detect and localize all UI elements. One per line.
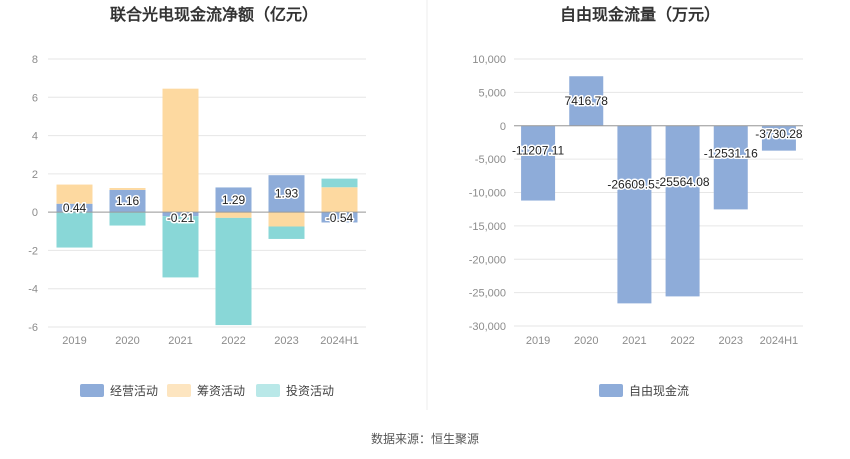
left-legend-label: 筹资活动 xyxy=(197,384,245,398)
left-bar-financing-2020 xyxy=(109,188,146,190)
right-data-label: -12531.16 xyxy=(704,146,758,160)
left-bar-operating-2019 xyxy=(56,203,93,213)
left-y-tick-label: 8 xyxy=(32,54,38,66)
left-legend-swatch xyxy=(256,384,280,397)
left-bar-operating-2021 xyxy=(162,212,199,217)
right-y-tick-label: -25,000 xyxy=(469,288,506,300)
left-legend-label: 投资活动 xyxy=(286,383,334,398)
left-bar-operating-2022 xyxy=(215,187,252,213)
left-bar-investing-2023 xyxy=(268,226,305,239)
right-chart: 自由现金流量（万元） -30,000 -25,000 -20,000 -15,000 -… xyxy=(469,5,805,398)
right-x-tick-label: 2024H1 xyxy=(760,335,799,347)
left-bar-financing-2024h1 xyxy=(321,187,358,213)
left-data-label: 1.29 xyxy=(222,193,246,207)
left-legend-swatch xyxy=(167,384,191,397)
right-chart-title: 自由现金流量（万元） xyxy=(560,5,720,24)
left-y-tick-label: 6 xyxy=(32,92,38,104)
left-bar-investing-2019 xyxy=(56,212,93,248)
left-y-tick-label: 0 xyxy=(32,207,38,219)
left-bar-financing-2019 xyxy=(56,184,93,204)
left-x-tick-label: 2024H1 xyxy=(320,335,359,347)
left-x-tick-label: 2021 xyxy=(168,335,192,347)
left-data-label: 1.16 xyxy=(116,194,140,208)
left-legend-label: 经营活动 xyxy=(110,384,158,398)
left-data-label: 0.44 xyxy=(63,201,87,215)
right-x-tick-label: 2019 xyxy=(526,335,550,347)
right-y-tick-label: 5,000 xyxy=(478,87,506,99)
right-y-tick-label: -10,000 xyxy=(469,188,506,200)
right-data-label: -25564.08 xyxy=(656,175,710,189)
left-bar-financing-2021 xyxy=(162,88,199,213)
left-x-tick-label: 2022 xyxy=(221,335,245,347)
left-bar-operating-2023 xyxy=(268,175,305,213)
right-x-tick-label: 2021 xyxy=(622,335,646,347)
right-x-tick-label: 2020 xyxy=(574,335,598,347)
right-y-tick-label: -15,000 xyxy=(469,221,506,233)
left-bar-financing-2023 xyxy=(268,212,305,227)
left-data-label: -0.54 xyxy=(326,211,354,225)
source-note: 数据来源：恒生聚源 xyxy=(371,431,479,446)
left-data-label: 1.93 xyxy=(275,187,299,201)
left-y-tick-label: 4 xyxy=(32,131,38,143)
left-y-tick-label: -2 xyxy=(28,245,38,257)
right-bar-2020 xyxy=(569,76,604,126)
left-bar-operating-2020 xyxy=(109,189,146,213)
right-legend-label: 自由现金流 xyxy=(629,383,689,398)
right-y-tick-label: -20,000 xyxy=(469,254,506,266)
right-legend-swatch xyxy=(599,384,623,397)
right-bar-2022 xyxy=(665,125,700,297)
left-y-tick-label: -4 xyxy=(28,284,38,296)
left-chart: 联合光电现金流净额（亿元） -6 -4 -2 0 2 4 6 8 0.44 1.16 -0.21 1.… xyxy=(28,5,366,398)
left-bar-operating-2024h1 xyxy=(321,212,358,223)
left-x-tick-label: 2023 xyxy=(274,335,298,347)
left-bar-investing-2024h1 xyxy=(321,178,358,188)
left-legend-swatch xyxy=(80,384,104,397)
right-bar-2023 xyxy=(713,125,748,210)
right-y-tick-label: 10,000 xyxy=(472,54,506,66)
left-data-label: -0.21 xyxy=(167,211,195,225)
right-data-label: -11207.11 xyxy=(512,143,565,157)
right-y-tick-label: -5,000 xyxy=(475,154,506,166)
right-x-tick-label: 2023 xyxy=(719,335,743,347)
left-x-tick-label: 2019 xyxy=(62,335,86,347)
left-bar-investing-2022 xyxy=(215,217,252,326)
left-x-tick-label: 2020 xyxy=(115,335,139,347)
right-x-tick-label: 2022 xyxy=(670,335,694,347)
right-bar-2021 xyxy=(617,125,652,304)
left-bar-investing-2021 xyxy=(162,216,199,278)
right-bar-2024h1 xyxy=(761,125,796,151)
right-data-label: 7416.78 xyxy=(565,94,609,108)
left-y-tick-label: 2 xyxy=(32,169,38,181)
left-bar-investing-2020 xyxy=(109,212,146,226)
left-chart-title: 联合光电现金流净额（亿元） xyxy=(110,5,318,24)
left-y-tick-label: -6 xyxy=(28,322,38,334)
right-data-label: -26609.53 xyxy=(607,177,661,191)
right-bar-2019 xyxy=(521,125,556,201)
right-y-tick-label: 0 xyxy=(500,121,506,133)
right-data-label: -3730.28 xyxy=(755,127,803,141)
left-bar-financing-2022 xyxy=(215,212,252,218)
right-y-tick-label: -30,000 xyxy=(469,321,506,333)
